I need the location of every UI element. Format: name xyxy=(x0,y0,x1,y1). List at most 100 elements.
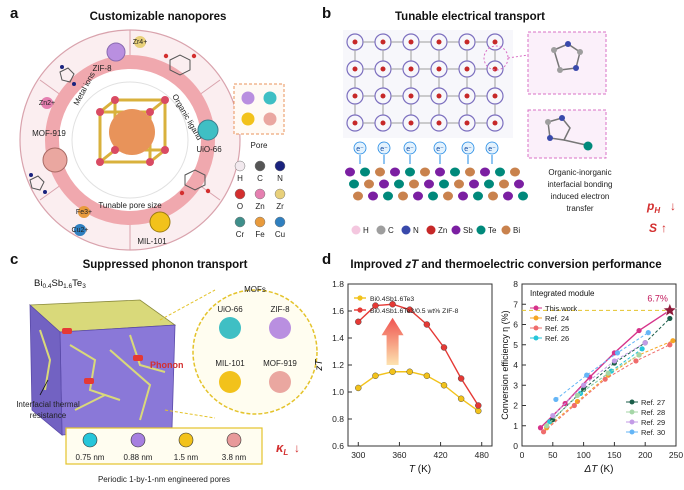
element-dot-c xyxy=(254,160,266,172)
eff-ylabel: Conversion efficiency η (%) xyxy=(500,310,510,419)
eff-ytick: 4 xyxy=(513,360,518,370)
pore-size-legend: 0.75 nm 0.88 nm 1.5 nm 3.8 nm xyxy=(76,432,247,462)
eff-ytick: 8 xyxy=(513,279,518,289)
uio66-label: UiO-66 xyxy=(196,145,222,154)
eff-legend-label: Ref. 24 xyxy=(545,314,569,323)
panel-d: d Improved zT and thermoelectric convers… xyxy=(314,251,683,475)
element-label-h: H xyxy=(237,174,243,183)
element-label-o: O xyxy=(237,202,243,211)
zt-ytick: 1.4 xyxy=(332,333,344,343)
interfacial-label-1: Interfacial thermal xyxy=(16,400,80,409)
eff-point xyxy=(642,340,648,346)
atom-legend-dot-n xyxy=(401,225,411,235)
pore-size-box xyxy=(65,427,263,465)
mofs-mof919: MOF-919 xyxy=(263,359,297,368)
element-dot-cr xyxy=(234,216,246,228)
mil101-sphere xyxy=(149,211,171,233)
panel-a-label: a xyxy=(10,5,19,22)
atom-legend-label-sb: Sb xyxy=(463,226,473,235)
zt-point xyxy=(406,306,413,313)
eff-xlabel: ΔT (K) xyxy=(584,464,614,475)
pore-size-value: 1.5 nm xyxy=(174,453,199,462)
element-label-zn: Zn xyxy=(255,202,264,211)
zt-point xyxy=(406,368,413,375)
zt-chart: 300 360 420 480 0.6 0.8 1.0 1.2 1.4 1.6 1.8 T (K) zT… xyxy=(314,279,493,475)
eff-annotation: 6.7% xyxy=(647,293,668,303)
eff-series-line-4 xyxy=(552,318,671,421)
eff-ytick: 0 xyxy=(513,441,518,451)
zt-point xyxy=(457,375,465,382)
zt-point xyxy=(355,318,362,325)
eff-point xyxy=(537,425,544,431)
eff-legend-label: Ref. 29 xyxy=(641,418,665,427)
atom-legend-dot-h xyxy=(351,225,361,235)
zt-xtick: 420 xyxy=(433,450,447,460)
mofs-title: MOFs xyxy=(244,285,266,294)
atom-legend: H C N Zn Sb Te Bi xyxy=(351,225,520,235)
pore-sphere xyxy=(109,109,155,155)
eff-xtick: 50 xyxy=(548,450,558,460)
caption-line-1: Organic-inorganic xyxy=(548,168,611,177)
eff-legend-label: Ref. 30 xyxy=(641,428,665,437)
zt-ylabel: zT xyxy=(314,359,325,372)
eff-point xyxy=(581,386,587,392)
element-label-cr: Cr xyxy=(236,230,245,239)
electron-label: e⁻ xyxy=(356,146,364,153)
phonon-glyphs xyxy=(62,328,143,384)
atom-legend-dot-c xyxy=(376,225,386,235)
caption-line-2: interfacial bonding xyxy=(548,180,613,189)
interfacial-label-2: resistance xyxy=(30,411,67,420)
eff-point xyxy=(605,370,611,376)
zt-series-line-1 xyxy=(357,303,479,406)
zt-point xyxy=(440,382,448,389)
pore-size-sphere xyxy=(226,432,242,448)
element-label-cu: Cu xyxy=(275,230,285,239)
eff-point xyxy=(667,342,673,348)
zt-legend-label: Bi0.4Sb1.6Te3 xyxy=(370,296,414,303)
pore-size-value: 3.8 nm xyxy=(222,453,247,462)
eff-series-line-7 xyxy=(555,332,649,400)
zr-ion-label: Zr4+ xyxy=(133,39,148,46)
eff-point xyxy=(553,396,559,403)
ligand-sketches xyxy=(29,54,206,191)
material-formula: Bi0.4Sb1.6Te3 xyxy=(34,278,86,290)
eff-series-line-5 xyxy=(546,354,640,427)
zt-point xyxy=(440,344,448,351)
pore-size-value: 0.75 nm xyxy=(76,453,105,462)
panel-c: c Suppressed phonon transport Bi0.4Sb1.6… xyxy=(10,251,318,484)
panel-b-title: Tunable electrical transport xyxy=(395,11,545,23)
element-label-c: C xyxy=(257,174,263,183)
element-legend: H C N O Zn Zr Cr Fe Cu xyxy=(234,160,286,239)
eff-ytick: 2 xyxy=(513,401,518,411)
zif8-label: ZIF-8 xyxy=(92,64,112,73)
electron-label: e⁻ xyxy=(436,146,444,153)
mof-framework xyxy=(343,30,513,138)
cube-nodes xyxy=(96,96,169,166)
eff-series-line-6 xyxy=(552,342,646,416)
zr-ion xyxy=(134,36,146,48)
eff-point xyxy=(581,382,587,388)
electron-row: e⁻ e⁻ e⁻ e⁻ e⁻ e⁻ xyxy=(353,141,499,164)
panel-d-label: d xyxy=(322,251,331,268)
eff-point xyxy=(633,358,639,364)
eff-point xyxy=(544,423,550,429)
mofs-mil101: MIL-101 xyxy=(215,359,245,368)
element-dot-zn xyxy=(254,188,266,200)
eff-point xyxy=(602,376,608,382)
zif8-sphere xyxy=(106,42,126,62)
phonon-label: Phonon xyxy=(150,360,184,370)
atom-legend-label-zn: Zn xyxy=(438,226,447,235)
element-dot-fe xyxy=(254,216,266,228)
pore-size-sphere xyxy=(82,432,98,448)
zt-point xyxy=(372,302,379,309)
eff-legend-marker xyxy=(533,335,539,341)
eff-ytick: 6 xyxy=(513,320,518,330)
ph-arrow-down: ↓ xyxy=(670,199,676,213)
zt-xtick: 480 xyxy=(475,450,489,460)
element-dot-o xyxy=(234,188,246,200)
eff-point xyxy=(540,429,547,435)
s-label: S xyxy=(649,221,657,235)
atom-legend-dot-sb xyxy=(451,225,461,235)
eff-point xyxy=(636,352,642,358)
